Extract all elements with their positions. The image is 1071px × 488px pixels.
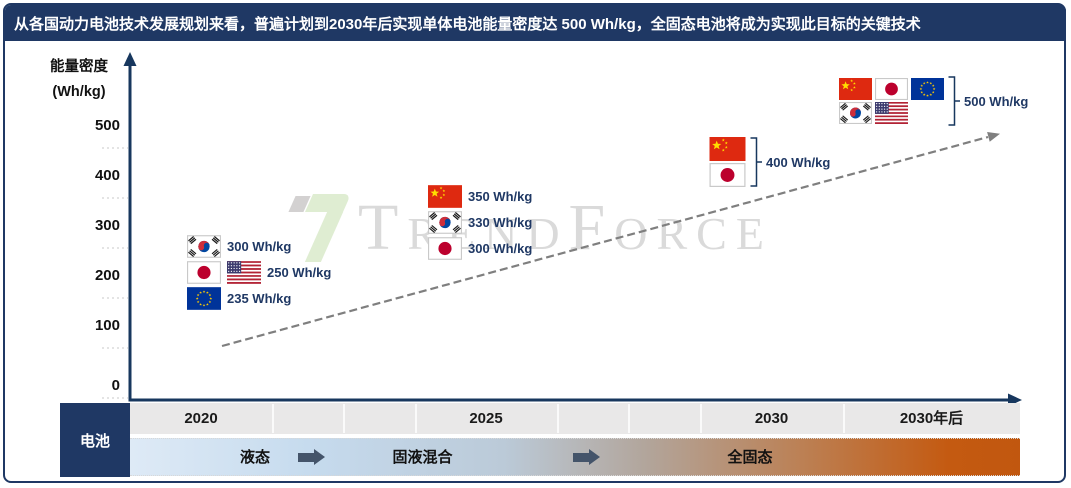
flag-japan-icon xyxy=(875,78,908,100)
flag-japan-icon xyxy=(709,163,746,187)
y-axis-title: 能量密度 (Wh/kg) xyxy=(34,55,124,105)
y-tick-100: 100 xyxy=(94,317,120,334)
stage-label-all-solid: 全固态 xyxy=(727,449,773,466)
year-cell-2020: 2020 xyxy=(184,410,218,427)
flag-korea-icon xyxy=(428,210,462,234)
flag-china-icon xyxy=(839,78,872,100)
flag-japan-icon xyxy=(187,260,221,284)
x-axis-year-row: 2020 2025 2030 2030年后 xyxy=(130,403,1020,434)
value-label: 300 Wh/kg xyxy=(468,240,533,256)
data-group-2020: 300 Wh/kg 250 Wh/kg 235 Wh/kg xyxy=(187,234,331,312)
year-cell-2030: 2030 xyxy=(754,410,789,427)
flag-grid xyxy=(839,78,944,124)
y-tick-500: 500 xyxy=(94,117,120,134)
value-label: 300 Wh/kg xyxy=(227,238,292,254)
y-axis-title-line2: (Wh/kg) xyxy=(52,84,106,100)
y-tick-400: 400 xyxy=(94,167,120,184)
flag-row xyxy=(709,163,746,187)
flag-eu-icon xyxy=(187,286,221,310)
flag-japan-icon xyxy=(428,236,462,260)
value-label: 235 Wh/kg xyxy=(227,290,292,306)
year-separator xyxy=(843,404,845,433)
title-text: 从各国动力电池技术发展规划来看，普遍计划到2030年后实现单体电池能量密度达 5… xyxy=(14,15,921,33)
flag-china-icon xyxy=(709,137,746,161)
value-label: 500 Wh/kg xyxy=(964,93,1029,109)
y-tick-300: 300 xyxy=(94,217,120,234)
flag-korea-icon xyxy=(187,234,221,258)
year-separator xyxy=(700,404,702,433)
flag-row xyxy=(839,102,944,124)
flag-korea-icon xyxy=(839,102,872,124)
data-group-after-2030: 500 Wh/kg xyxy=(839,76,1028,126)
arrow-bar xyxy=(573,452,589,462)
data-group-2025: 350 Wh/kg 330 Wh/kg 300 Wh/kg xyxy=(428,184,532,262)
y-tick-200: 200 xyxy=(94,267,120,284)
flag-grid xyxy=(709,137,746,187)
data-point: 235 Wh/kg xyxy=(187,286,331,310)
flag-row xyxy=(709,137,746,161)
data-point: 330 Wh/kg xyxy=(428,210,532,234)
year-separator xyxy=(415,404,417,433)
year-separator xyxy=(343,404,345,433)
y-tick-0: 0 xyxy=(111,377,120,394)
year-separator xyxy=(557,404,559,433)
bracket-icon xyxy=(948,76,960,126)
trendforce-watermark: TrendForce xyxy=(288,190,773,268)
arrow-head xyxy=(314,449,325,465)
value-label: 330 Wh/kg xyxy=(468,214,533,230)
flag-usa-icon xyxy=(227,260,261,284)
stage-arrow-icon xyxy=(573,449,600,465)
y-axis-ticks: 500 400 300 200 100 0 xyxy=(58,0,120,430)
logo-shape-top xyxy=(304,194,352,212)
data-point: 350 Wh/kg xyxy=(428,184,532,208)
y-axis-arrowhead-icon xyxy=(123,52,137,66)
data-point: 300 Wh/kg xyxy=(428,236,532,260)
flag-usa-icon xyxy=(875,102,908,124)
bracket-icon xyxy=(750,137,762,187)
trend-arrowhead-icon xyxy=(987,132,1000,142)
value-label: 400 Wh/kg xyxy=(766,154,831,170)
battery-label: 电池 xyxy=(79,432,110,450)
year-separator xyxy=(628,404,630,433)
title-banner: 从各国动力电池技术发展规划来看，普遍计划到2030年后实现单体电池能量密度达 5… xyxy=(5,5,1066,41)
year-cell-2025: 2025 xyxy=(469,410,503,427)
value-label: 350 Wh/kg xyxy=(468,188,533,204)
flag-eu-icon xyxy=(911,78,944,100)
data-point: 250 Wh/kg xyxy=(187,260,331,284)
battery-row-header: 电池 xyxy=(60,403,130,477)
value-label: 250 Wh/kg xyxy=(267,264,332,280)
year-separator xyxy=(272,404,274,433)
year-cell-after-2030: 2030年后 xyxy=(899,410,964,427)
data-point: 300 Wh/kg xyxy=(187,234,331,258)
battery-stage-timeline: 液态 固液混合 全固态 xyxy=(130,438,1020,476)
arrow-head xyxy=(589,449,600,465)
flag-china-icon xyxy=(428,184,462,208)
stage-label-liquid: 液态 xyxy=(239,449,270,466)
stage-arrow-icon xyxy=(298,449,325,465)
stage-label-semi-solid: 固液混合 xyxy=(392,449,453,466)
arrow-bar xyxy=(298,452,314,462)
flag-row xyxy=(839,78,944,100)
data-group-2030: 400 Wh/kg xyxy=(709,137,830,187)
y-axis-title-line1: 能量密度 xyxy=(50,59,108,75)
watermark-text: TrendForce xyxy=(358,191,773,264)
